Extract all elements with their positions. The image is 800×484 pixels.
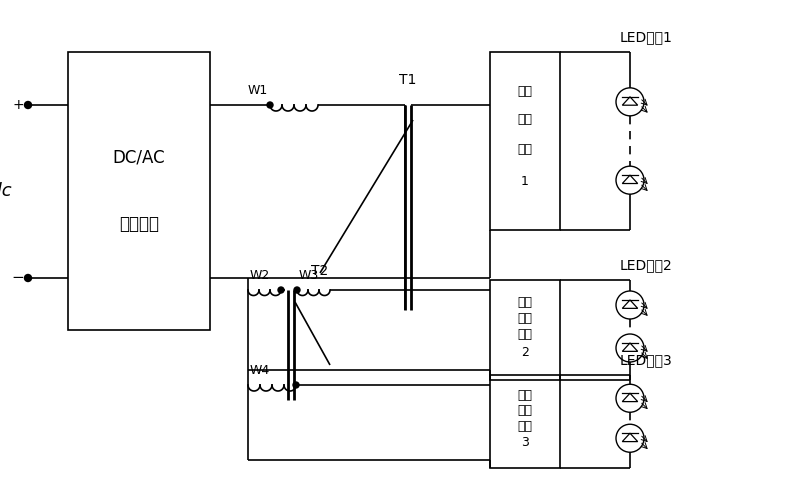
Text: LED负载3: LED负载3: [620, 353, 673, 367]
Text: 整流: 整流: [518, 296, 533, 308]
Text: 电路: 电路: [518, 329, 533, 342]
Text: 1: 1: [521, 175, 529, 188]
Text: DC/AC: DC/AC: [113, 149, 166, 166]
Bar: [68, 52, 210, 330]
Circle shape: [278, 287, 284, 293]
Circle shape: [294, 287, 300, 293]
Text: 电路: 电路: [518, 420, 533, 433]
Text: Vdc: Vdc: [0, 182, 12, 200]
Text: 滤波: 滤波: [518, 404, 533, 417]
Text: 3: 3: [521, 437, 529, 449]
Circle shape: [267, 102, 273, 108]
Text: 变换电路: 变换电路: [119, 215, 159, 233]
Text: −: −: [11, 271, 24, 286]
Text: W1: W1: [248, 84, 268, 97]
Bar: [490, 375, 560, 468]
Text: 滤波: 滤波: [518, 312, 533, 324]
Text: 滤波: 滤波: [518, 113, 533, 126]
Text: 2: 2: [521, 347, 529, 360]
Text: W2: W2: [250, 269, 270, 282]
Text: W3: W3: [299, 269, 319, 282]
Circle shape: [25, 102, 31, 108]
Text: W4: W4: [250, 364, 270, 377]
Text: LED负载1: LED负载1: [620, 30, 673, 44]
Bar: [490, 280, 560, 380]
Circle shape: [293, 382, 299, 388]
Text: LED负载2: LED负载2: [620, 258, 673, 272]
Text: T1: T1: [399, 73, 417, 87]
Text: 电路: 电路: [518, 143, 533, 156]
Text: T2: T2: [311, 264, 328, 278]
Text: 整流: 整流: [518, 85, 533, 98]
Text: 整流: 整流: [518, 389, 533, 402]
Bar: [490, 52, 560, 230]
Text: +: +: [12, 98, 24, 112]
Circle shape: [25, 274, 31, 282]
